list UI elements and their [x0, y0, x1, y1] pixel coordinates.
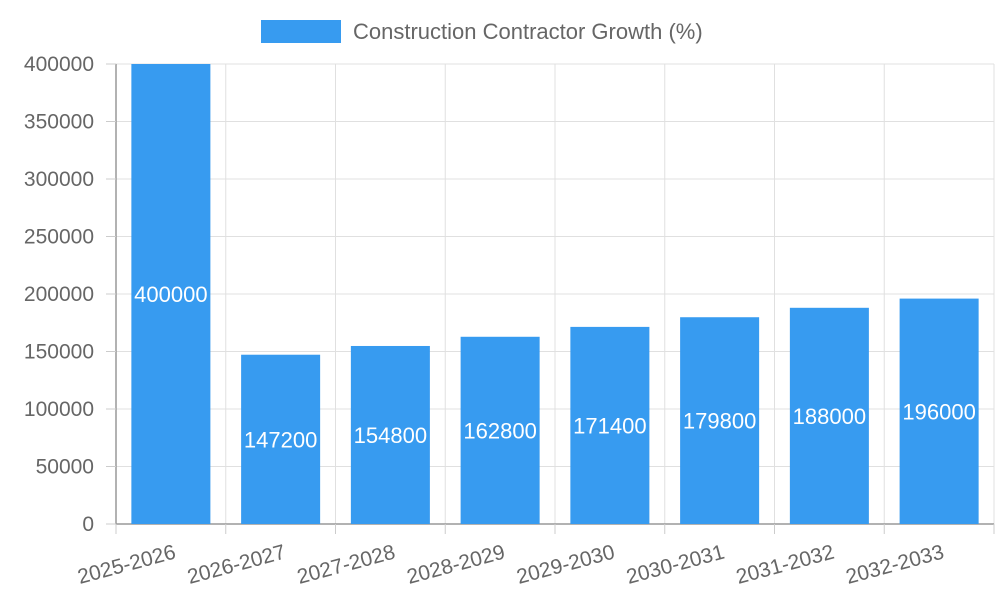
x-tick-label: 2028-2029	[404, 541, 507, 589]
x-tick-label: 2025-2026	[75, 541, 178, 589]
y-tick-label: 200000	[24, 283, 94, 306]
x-tick-label: 2026-2027	[185, 541, 288, 589]
x-tick-label: 2027-2028	[295, 541, 398, 589]
bar-value-label: 171400	[573, 413, 646, 438]
x-tick-label: 2029-2030	[514, 541, 617, 589]
bar-value-label: 196000	[902, 399, 975, 424]
x-tick-label: 2031-2032	[734, 541, 837, 589]
bar-value-label: 162800	[463, 418, 536, 443]
y-axis-ticks: 0 50000 100000 150000 200000 250000 300000 3500…	[24, 53, 116, 536]
bar[interactable]	[131, 64, 211, 524]
y-tick-label: 250000	[24, 226, 94, 249]
x-tick-label: 2030-2031	[624, 541, 727, 589]
legend-swatch	[261, 20, 341, 43]
y-tick-label: 400000	[24, 53, 94, 76]
x-axis-ticks: 2025-2026 2026-2027 2027-2028 2028-2029 2029…	[75, 524, 995, 589]
y-tick-label: 150000	[24, 341, 94, 364]
y-tick-label: 300000	[24, 168, 94, 191]
y-tick-label: 0	[82, 513, 94, 536]
bar-value-label: 147200	[244, 427, 317, 452]
bars	[131, 64, 979, 524]
legend[interactable]: Construction Contractor Growth (%)	[261, 19, 703, 44]
bar[interactable]	[680, 317, 760, 524]
bar-value-label: 188000	[793, 404, 866, 429]
bar[interactable]	[350, 345, 430, 524]
gridlines	[116, 63, 995, 524]
y-tick-label: 50000	[36, 456, 94, 479]
bar[interactable]	[570, 326, 650, 524]
bar[interactable]	[460, 336, 540, 524]
bar[interactable]	[241, 354, 321, 524]
y-tick-label: 100000	[24, 398, 94, 421]
bar-value-label: 400000	[134, 282, 207, 307]
bar[interactable]	[899, 298, 979, 524]
bar-value-label: 179800	[683, 409, 756, 434]
x-tick-label: 2032-2033	[843, 541, 946, 589]
bar-labels: 400000 147200 154800 162800 171400 179800 1880…	[134, 282, 976, 452]
bar-value-label: 154800	[354, 423, 427, 448]
y-tick-label: 350000	[24, 111, 94, 134]
legend-label: Construction Contractor Growth (%)	[353, 19, 703, 44]
bar[interactable]	[789, 307, 869, 524]
